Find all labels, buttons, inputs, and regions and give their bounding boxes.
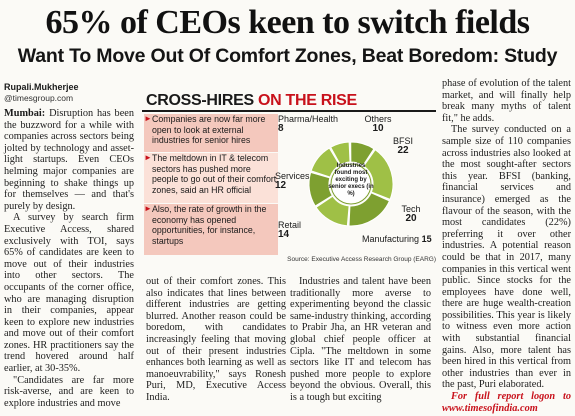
label-retail: Retail 14 (278, 220, 308, 240)
paragraph: phase of evolution of the talent market,… (442, 78, 571, 124)
wheel-segment-tech (348, 192, 391, 227)
dateline: Mumbai: (4, 108, 46, 119)
category-label: Services (275, 171, 310, 181)
promo-link[interactable]: For full report logon to www.timesofindi… (442, 391, 571, 414)
label-manufacturing: Manufacturing 15 (362, 234, 436, 244)
fact-text: Also, the rate of growth in the economy … (152, 204, 267, 246)
wheel-segment-retail (308, 171, 333, 207)
industry-wheel-chart: Industries found most exciting by senior… (275, 112, 436, 256)
paragraph: A survey by search firm Executive Access… (4, 212, 134, 375)
article-column-3: Industries and talent have been traditio… (290, 276, 431, 404)
article-column-2: out of their comfort zones. This also in… (146, 276, 286, 404)
label-services: Services 12 (275, 171, 313, 191)
industry-wheel-svg (308, 141, 394, 227)
paragraph: out of their comfort zones. This also in… (146, 276, 286, 403)
value-label: 12 (275, 180, 287, 191)
paragraph-text: Disruption has been the buzzword for a w… (4, 108, 134, 212)
wheel-segment-manufacturing (315, 195, 350, 227)
value-label: 8 (278, 123, 284, 134)
fact-text: Companies are now far more open to look … (152, 114, 266, 145)
wheel-segment-others (350, 141, 375, 167)
paragraph: "Candidates are far more risk-averse, an… (4, 374, 134, 409)
byline: Rupali.Mukherjee @timesgroup.com (4, 82, 79, 104)
graphic-title: CROSS-HIRES ON THE RISE (146, 92, 357, 110)
graphic-divider (142, 110, 436, 112)
graphic-title-highlight: ON THE RISE (257, 92, 357, 109)
byline-handle: @timesgroup.com (4, 93, 74, 103)
label-tech: Tech 20 (396, 204, 426, 224)
value-label: 14 (278, 229, 290, 240)
cross-hires-graphic: CROSS-HIRES ON THE RISE ► Companies are n… (142, 90, 436, 272)
fact-box: ► Companies are now far more open to look… (144, 114, 278, 152)
category-label: Others (364, 114, 392, 124)
value-label: 20 (405, 213, 417, 224)
article-column-4: phase of evolution of the talent market,… (442, 78, 571, 414)
byline-name: Rupali.Mukherjee (4, 82, 79, 92)
wheel-segment-services (310, 147, 341, 178)
category-label: Tech (401, 204, 421, 214)
category-label: Retail (278, 220, 302, 230)
wheel-hub-label: Industries found most exciting by senior… (328, 163, 374, 197)
paragraph: Industries and talent have been traditio… (290, 276, 431, 403)
category-label: Manufacturing (362, 234, 420, 244)
arrow-icon: ► (144, 204, 152, 213)
fact-box: ► The meltdown in IT & telecom sectors ha… (144, 153, 278, 203)
graphic-source: Source: Executive Access Research Group … (287, 256, 436, 263)
arrow-icon: ► (144, 114, 152, 123)
headline: 65% of CEOs keen to switch fields (45, 4, 530, 41)
wheel-segment-pharma-health (330, 141, 351, 166)
category-label: BFSI (392, 136, 413, 146)
wheel-hub (330, 163, 372, 205)
fact-text: The meltdown in IT & telecom sectors has… (152, 153, 277, 195)
label-others: Others 10 (361, 114, 395, 134)
value-label: 22 (397, 145, 409, 156)
wheel-segment-bfsi (363, 149, 394, 201)
fact-box: ► Also, the rate of growth in the economy… (144, 204, 278, 255)
paragraph: Mumbai: Disruption has been the buzzword… (4, 108, 134, 212)
label-bfsi: BFSI 22 (386, 136, 420, 156)
value-label: 10 (372, 123, 384, 134)
category-label: Pharma/Health (278, 114, 339, 124)
paragraph: The survey conducted on a sample size of… (442, 124, 571, 391)
article-column-1: Mumbai: Disruption has been the buzzword… (4, 108, 134, 409)
subheadline: Want To Move Out Of Comfort Zones, Beat … (17, 45, 558, 67)
graphic-title-main: CROSS-HIRES (146, 92, 258, 109)
label-pharma-health: Pharma/Health 8 (278, 114, 338, 134)
arrow-icon: ► (144, 153, 152, 162)
value-label: 15 (421, 234, 432, 244)
